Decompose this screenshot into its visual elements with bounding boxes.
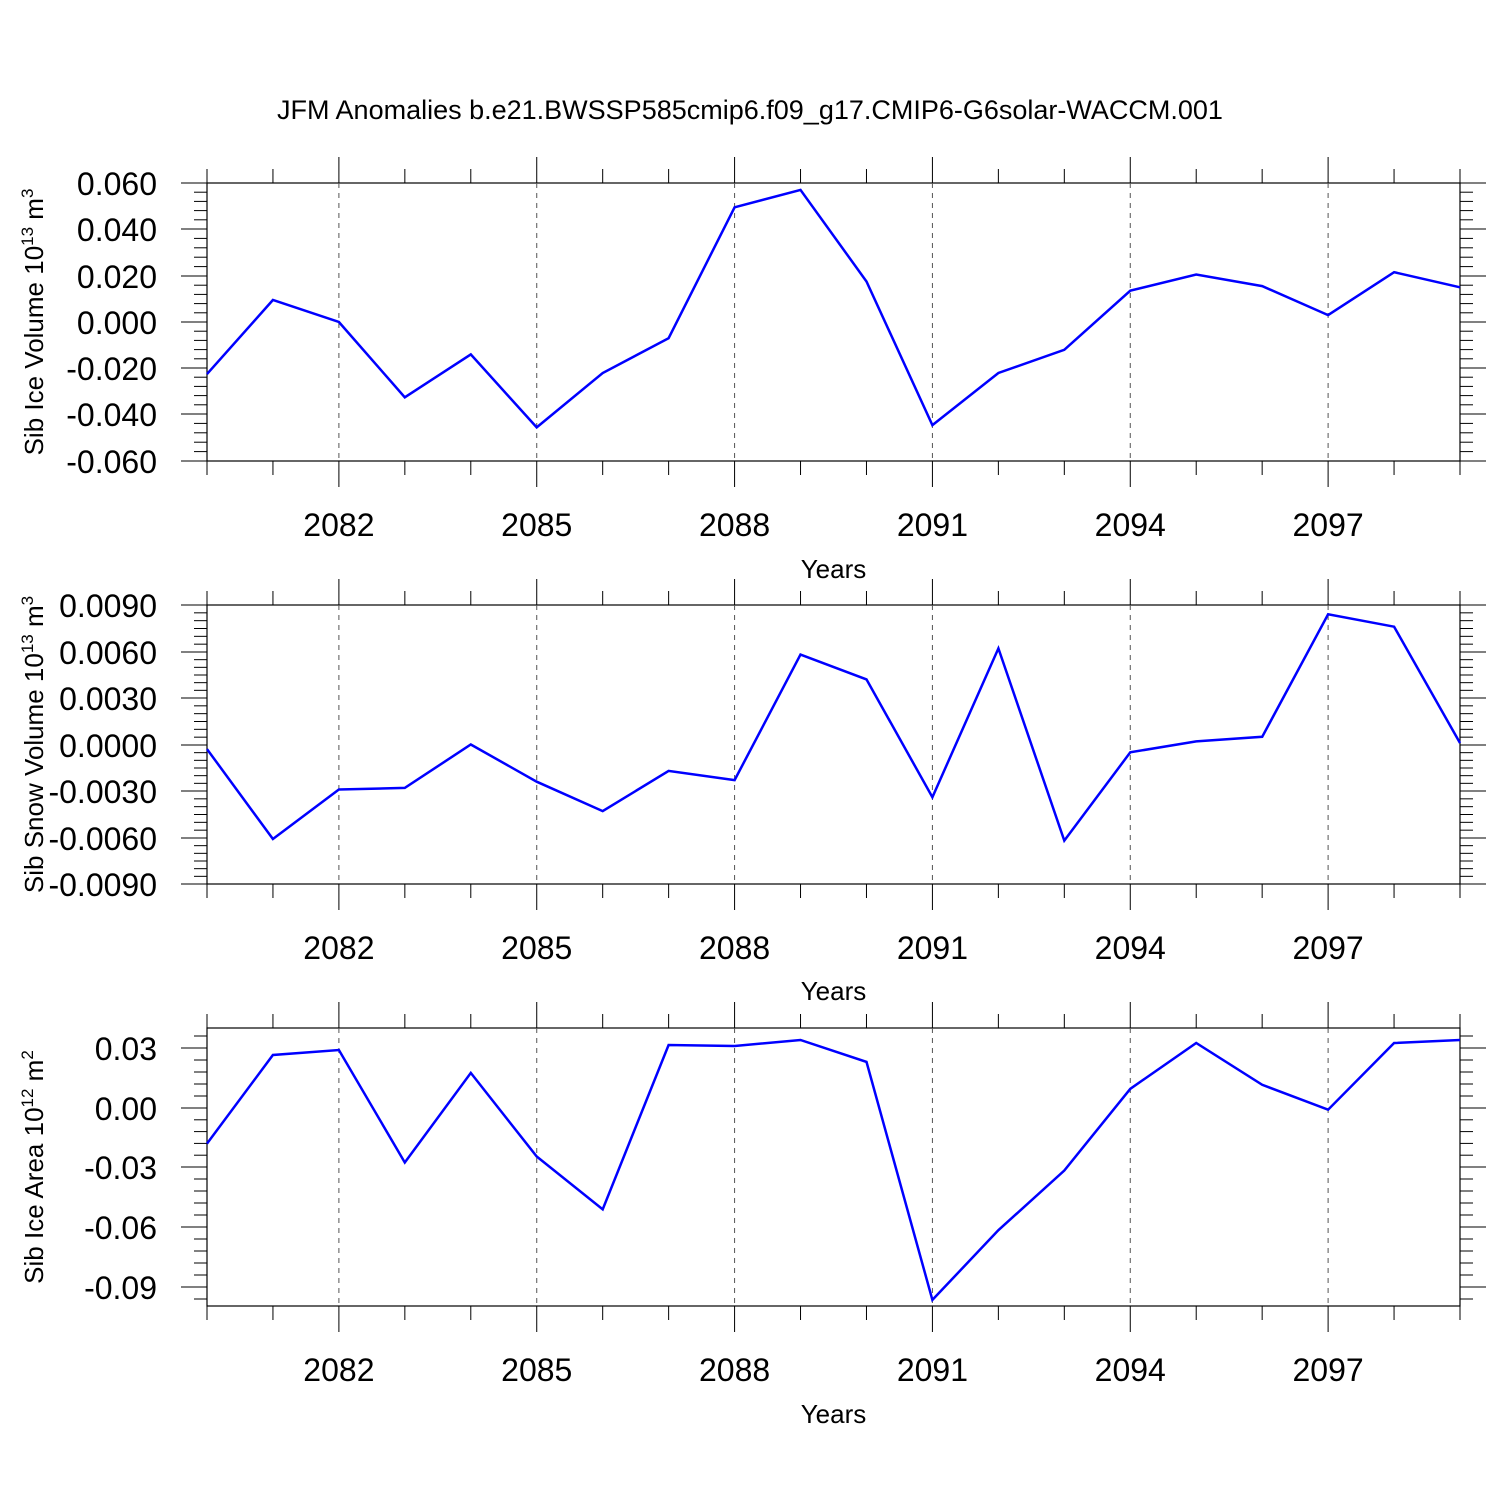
y-tick-label: 0.00 [95, 1091, 157, 1127]
x-tick-label: 2085 [501, 1352, 572, 1388]
plot-frame [206, 604, 1461, 885]
y-tick-label: -0.0030 [48, 774, 157, 810]
y-tick-label: 0.0090 [59, 588, 157, 624]
y-tick-label: 0.020 [77, 259, 157, 295]
y-tick-label: 0.0000 [59, 728, 157, 764]
x-axis-label: Years [801, 554, 867, 584]
y-tick-label: -0.0090 [48, 867, 157, 903]
x-tick-label: 2088 [699, 507, 770, 543]
x-tick-label: 2091 [897, 930, 968, 966]
y-axis-label: Sib Ice Area 1012 m2 [18, 1050, 49, 1284]
y-tick-label: 0.000 [77, 305, 157, 341]
y-tick-label: 0.0030 [59, 681, 157, 717]
x-tick-label: 2088 [699, 930, 770, 966]
x-axis-label: Years [801, 1399, 867, 1429]
x-tick-label: 2091 [897, 1352, 968, 1388]
x-tick-label: 2091 [897, 507, 968, 543]
series-line-1 [205, 612, 1462, 844]
x-tick-label: 2097 [1293, 507, 1364, 543]
plot-frame [206, 1027, 1461, 1307]
y-tick-label: -0.020 [66, 351, 157, 387]
x-tick-label: 2097 [1293, 1352, 1364, 1388]
y-tick-label: 0.03 [95, 1031, 157, 1067]
y-tick-label: -0.03 [84, 1150, 157, 1186]
x-tick-label: 2082 [303, 1352, 374, 1388]
x-tick-label: 2097 [1293, 930, 1364, 966]
x-tick-label: 2094 [1095, 930, 1166, 966]
y-tick-label: 0.040 [77, 212, 157, 248]
y-tick-label: -0.060 [66, 444, 157, 480]
y-tick-label: -0.06 [84, 1210, 157, 1246]
x-tick-label: 2094 [1095, 507, 1166, 543]
x-tick-label: 2085 [501, 507, 572, 543]
chart-panel-1: 2082 2085 2088 2091 2094 2097 0.060 0.040 0.020 0… [18, 157, 1486, 584]
chart-panel-2: 2082 2085 2088 2091 2094 2097 0.0090 0.0060 0.00… [18, 579, 1486, 1006]
x-tick-label: 2082 [303, 507, 374, 543]
y-tick-label: -0.040 [66, 397, 157, 433]
x-tick-label: 2094 [1095, 1352, 1166, 1388]
y-axis-label: Sib Ice Volume 1013 m3 [18, 189, 49, 456]
y-axis-label: Sib Snow Volume 1013 m3 [18, 596, 49, 893]
y-tick-label: -0.0060 [48, 821, 157, 857]
plot-frame [206, 182, 1461, 462]
y-tick-label: 0.060 [77, 166, 157, 202]
chart-panel-3: 2082 2085 2088 2091 2094 2097 0.03 0.00 -0.03 -0.… [18, 1002, 1486, 1429]
chart-title: JFM Anomalies b.e21.BWSSP585cmip6.f09_g1… [277, 95, 1223, 125]
x-tick-label: 2082 [303, 930, 374, 966]
x-tick-label: 2088 [699, 1352, 770, 1388]
y-tick-label: 0.0060 [59, 635, 157, 671]
x-tick-label: 2085 [501, 930, 572, 966]
series-line-1 [206, 188, 1461, 430]
series-line-1 [205, 1038, 1461, 1303]
y-tick-label: -0.09 [84, 1270, 157, 1306]
x-axis-label: Years [801, 976, 867, 1006]
